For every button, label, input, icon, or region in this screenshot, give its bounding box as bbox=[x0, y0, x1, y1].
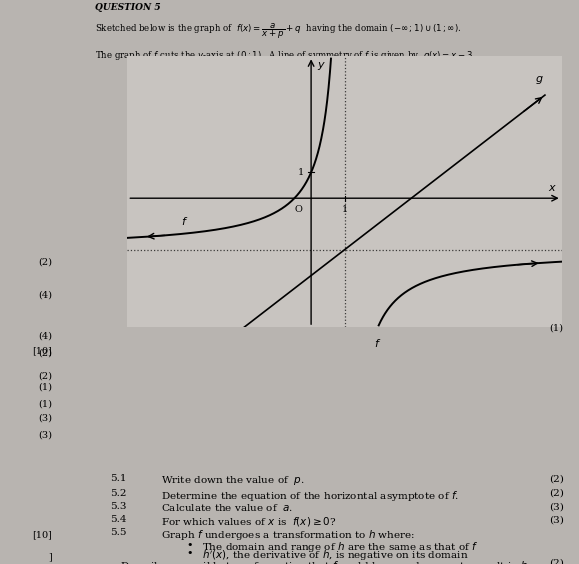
Text: (4): (4) bbox=[38, 290, 52, 299]
Text: (3): (3) bbox=[549, 515, 564, 525]
Text: $y$: $y$ bbox=[317, 60, 326, 72]
Text: (1): (1) bbox=[38, 382, 52, 391]
Text: •: • bbox=[186, 548, 193, 558]
Text: 5.4: 5.4 bbox=[110, 515, 127, 525]
Text: Graph $f$ undergoes a transformation to $h$ where:: Graph $f$ undergoes a transformation to … bbox=[161, 528, 415, 542]
Text: (2): (2) bbox=[38, 349, 52, 358]
Text: $h'(x)$, the derivative of $h$, is negative on its domain: $h'(x)$, the derivative of $h$, is negat… bbox=[202, 548, 468, 563]
Text: •: • bbox=[186, 540, 193, 550]
Text: (2): (2) bbox=[549, 474, 564, 483]
Text: $g$: $g$ bbox=[535, 74, 544, 86]
Text: Determine the equation of the horizontal asymptote of $f$.: Determine the equation of the horizontal… bbox=[161, 489, 459, 503]
Text: ]: ] bbox=[49, 552, 52, 561]
Text: $f$: $f$ bbox=[374, 337, 382, 350]
Text: O: O bbox=[295, 205, 303, 214]
Text: (2): (2) bbox=[549, 559, 564, 564]
Text: (3): (3) bbox=[38, 414, 52, 423]
Text: 5.1: 5.1 bbox=[110, 474, 127, 483]
Text: QUESTION 5: QUESTION 5 bbox=[95, 3, 160, 12]
Text: (2): (2) bbox=[549, 489, 564, 498]
Text: The domain and range of $h$ are the same as that of $f$: The domain and range of $h$ are the same… bbox=[202, 540, 478, 554]
Text: $f$: $f$ bbox=[181, 215, 188, 227]
Text: 5.2: 5.2 bbox=[110, 489, 127, 498]
Text: 5.5: 5.5 bbox=[110, 528, 127, 537]
Text: 1: 1 bbox=[342, 205, 347, 214]
Text: Calculate the value of  $a$.: Calculate the value of $a$. bbox=[161, 502, 294, 513]
Text: (3): (3) bbox=[549, 502, 564, 511]
Text: Describe a possible transformation that $f$ could have undergone to result in $h: Describe a possible transformation that … bbox=[120, 559, 532, 564]
Text: (3): (3) bbox=[38, 430, 52, 439]
Text: (1): (1) bbox=[38, 400, 52, 408]
Text: Write down the value of  $p$.: Write down the value of $p$. bbox=[161, 474, 305, 487]
Text: (1): (1) bbox=[549, 324, 564, 333]
Text: (4): (4) bbox=[38, 331, 52, 340]
Text: [10]: [10] bbox=[32, 346, 52, 355]
Text: For which values of $x$ is  $f(x)\geq 0$?: For which values of $x$ is $f(x)\geq 0$? bbox=[161, 515, 337, 528]
Text: (2): (2) bbox=[38, 372, 52, 381]
Text: (2): (2) bbox=[38, 258, 52, 266]
Text: [10]: [10] bbox=[32, 530, 52, 539]
Text: $x$: $x$ bbox=[548, 183, 556, 192]
Text: Sketched below is the graph of  $f(x)=\dfrac{a}{x+p}+q$  having the domain $(-\i: Sketched below is the graph of $f(x)=\df… bbox=[95, 21, 461, 41]
Text: 1: 1 bbox=[298, 168, 304, 177]
Text: 5.3: 5.3 bbox=[110, 502, 127, 511]
Text: The graph of $f$ cuts the $y$-axis at $(0\,;1)$.  A line of symmetry of $f$ is g: The graph of $f$ cuts the $y$-axis at $(… bbox=[95, 49, 476, 61]
